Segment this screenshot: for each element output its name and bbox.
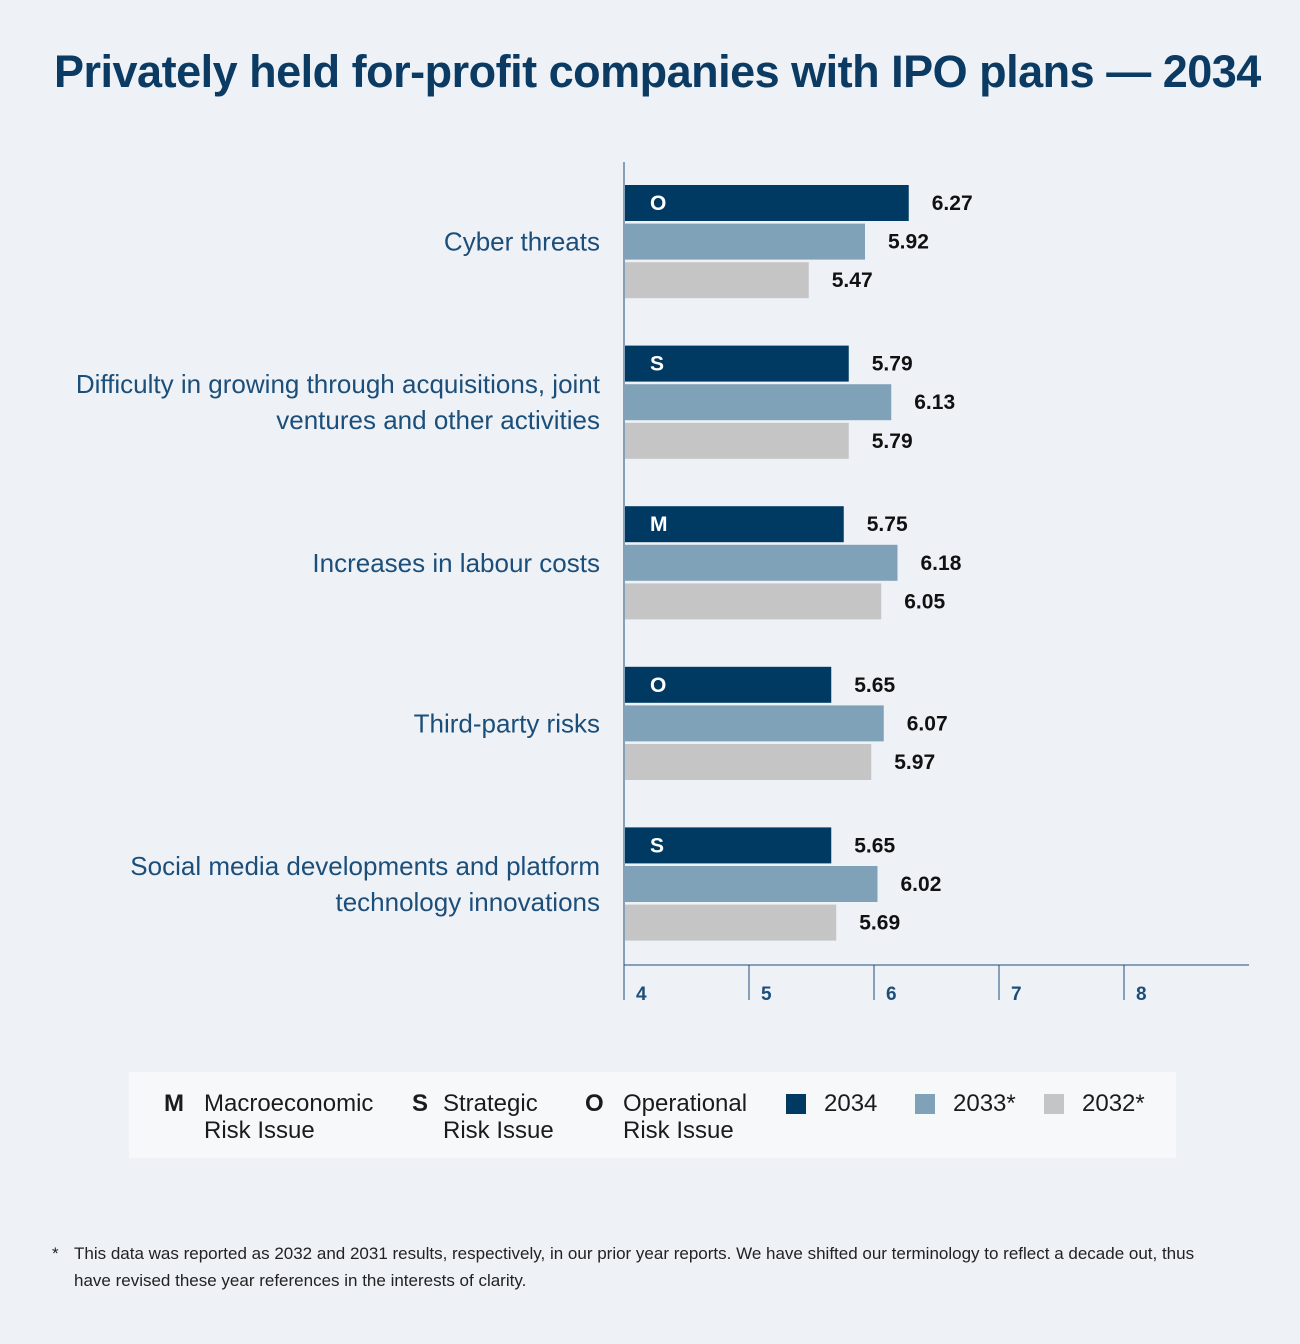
legend: M Macroeconomic Risk Issue S Strategic R… xyxy=(129,1072,1176,1158)
value-label: 6.27 xyxy=(932,192,973,215)
legend-risk-letter-o: O xyxy=(585,1090,604,1117)
bar-2033 xyxy=(625,384,892,421)
value-label: 5.65 xyxy=(854,674,895,697)
risk-type-letter: S xyxy=(650,834,664,857)
legend-label-2034: 2034 xyxy=(824,1090,878,1117)
x-tick-label: 4 xyxy=(636,984,647,1005)
bar-2033 xyxy=(625,705,884,742)
value-label: 6.18 xyxy=(921,552,962,575)
legend-swatch-2033 xyxy=(915,1094,935,1114)
risk-type-letter: M xyxy=(650,513,668,536)
risk-type-letter: O xyxy=(650,192,666,215)
value-label: 5.92 xyxy=(888,231,929,254)
bar-2032 xyxy=(625,904,837,941)
bar-2034 xyxy=(625,185,909,221)
x-tick-label: 7 xyxy=(1011,984,1022,1005)
x-tick-label: 8 xyxy=(1136,984,1147,1005)
value-label: 5.79 xyxy=(872,353,913,376)
value-label: 5.97 xyxy=(894,751,935,774)
value-label: 5.75 xyxy=(867,513,908,536)
value-label: 6.02 xyxy=(901,873,942,896)
category-label: Social media developments and platform te… xyxy=(130,851,600,917)
bar-2033 xyxy=(625,223,865,260)
bar-2033 xyxy=(625,544,898,581)
value-label: 5.79 xyxy=(872,430,913,453)
legend-risk-letter-s: S xyxy=(412,1090,429,1117)
bar-2032 xyxy=(625,744,872,780)
bar-2034 xyxy=(625,345,849,382)
risk-type-letter: O xyxy=(650,674,666,697)
page-title: Privately held for-profit companies with… xyxy=(54,46,1261,97)
category-label: Cyber threats xyxy=(444,227,600,257)
value-label: 6.05 xyxy=(904,590,945,613)
risk-type-letter: S xyxy=(650,353,664,376)
footnote-text: This data was reported as 2032 and 2031 … xyxy=(74,1244,1195,1290)
legend-swatch-2034 xyxy=(786,1094,806,1114)
value-label: 5.65 xyxy=(854,834,895,857)
bar-2034 xyxy=(625,506,844,543)
category-label: Difficulty in growing through acquisitio… xyxy=(76,369,601,435)
legend-risk-text-macroeconomic: Macroeconomic Risk Issue xyxy=(204,1090,374,1144)
bar-2032 xyxy=(625,422,849,459)
category-label: Third-party risks xyxy=(414,708,600,738)
value-label: 5.69 xyxy=(859,912,900,935)
legend-label-2032: 2032* xyxy=(1082,1090,1145,1117)
x-tick-label: 5 xyxy=(761,984,772,1005)
value-label: 6.13 xyxy=(914,391,955,414)
legend-risk-text-operational: Operational Risk Issue xyxy=(623,1090,748,1144)
bar-2032 xyxy=(625,262,809,299)
footnote-marker: * xyxy=(52,1244,59,1263)
footnote: * This data was reported as 2032 and 203… xyxy=(52,1240,1212,1294)
legend-label-2033: 2033* xyxy=(953,1090,1016,1117)
bar-2034 xyxy=(625,827,832,864)
value-label: 5.47 xyxy=(832,269,873,292)
category-label: Increases in labour costs xyxy=(312,548,600,578)
bar-2032 xyxy=(625,583,882,620)
bar-2034 xyxy=(625,666,832,703)
bar-chart: 4 5 6 7 8 Cyber threats 6.27 O 5.92 5.47 Difficult… xyxy=(76,162,1249,1005)
legend-risk-letter-m: M xyxy=(164,1090,184,1117)
bar-2033 xyxy=(625,866,878,902)
legend-risk-text-strategic: Strategic Risk Issue xyxy=(443,1090,554,1144)
legend-swatch-2032 xyxy=(1044,1094,1064,1114)
x-tick-label: 6 xyxy=(886,984,897,1005)
value-label: 6.07 xyxy=(907,712,948,735)
